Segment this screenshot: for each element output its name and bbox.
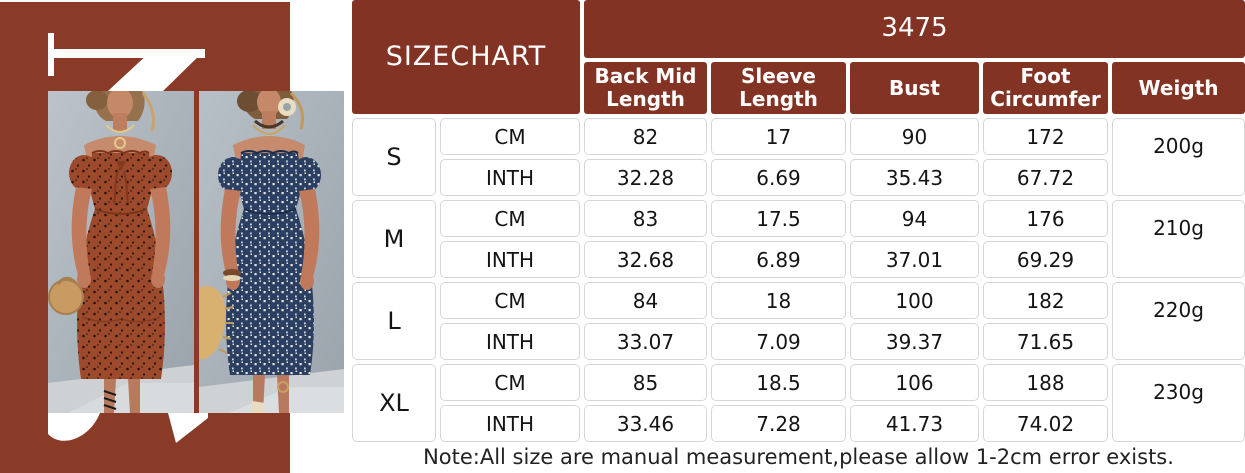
measurement-note: Note:All size are manual measurement,ple… bbox=[423, 445, 1174, 469]
value-cell: 82 bbox=[584, 118, 707, 155]
product-photo-rust-dress bbox=[48, 91, 194, 413]
sizechart-title-label: SIZECHART bbox=[385, 41, 547, 73]
value-cell: 85 bbox=[584, 364, 707, 401]
value-cell: 100 bbox=[850, 282, 979, 319]
size-label-l: L bbox=[352, 282, 436, 360]
value-cell: 6.89 bbox=[711, 241, 846, 278]
value-cell: 176 bbox=[983, 200, 1108, 237]
value-cell: 17.5 bbox=[711, 200, 846, 237]
value-cell: 33.07 bbox=[584, 323, 707, 360]
unit-label-inth: INTH bbox=[440, 405, 580, 442]
value-cell: 83 bbox=[584, 200, 707, 237]
value-cell: 69.29 bbox=[983, 241, 1108, 278]
product-photo-navy-dress bbox=[199, 91, 344, 413]
value-cell: 74.02 bbox=[983, 405, 1108, 442]
size-label-m: M bbox=[352, 200, 436, 278]
value-cell: 39.37 bbox=[850, 323, 979, 360]
column-header-back-mid-length: Back Mid Length bbox=[584, 62, 707, 114]
value-cell: 32.28 bbox=[584, 159, 707, 196]
value-cell: 188 bbox=[983, 364, 1108, 401]
product-code-label: 3475 bbox=[881, 13, 948, 44]
size-label-xl: XL bbox=[352, 364, 436, 442]
value-cell: 32.68 bbox=[584, 241, 707, 278]
value-cell: 7.09 bbox=[711, 323, 846, 360]
value-cell: 90 bbox=[850, 118, 979, 155]
value-cell: 37.01 bbox=[850, 241, 979, 278]
unit-label-cm: CM bbox=[440, 282, 580, 319]
value-cell: 84 bbox=[584, 282, 707, 319]
value-cell: 71.65 bbox=[983, 323, 1108, 360]
value-cell: 41.73 bbox=[850, 405, 979, 442]
weight-value-l: 220g bbox=[1112, 282, 1245, 360]
weight-value-s: 200g bbox=[1112, 118, 1245, 196]
weight-value-m: 210g bbox=[1112, 200, 1245, 278]
unit-label-cm: CM bbox=[440, 200, 580, 237]
value-cell: 33.46 bbox=[584, 405, 707, 442]
value-cell: 7.28 bbox=[711, 405, 846, 442]
unit-label-cm: CM bbox=[440, 364, 580, 401]
value-cell: 94 bbox=[850, 200, 979, 237]
unit-label-inth: INTH bbox=[440, 241, 580, 278]
value-cell: 18.5 bbox=[711, 364, 846, 401]
size-label-s: S bbox=[352, 118, 436, 196]
value-cell: 182 bbox=[983, 282, 1108, 319]
value-cell: 172 bbox=[983, 118, 1108, 155]
value-cell: 17 bbox=[711, 118, 846, 155]
value-cell: 106 bbox=[850, 364, 979, 401]
unit-label-cm: CM bbox=[440, 118, 580, 155]
value-cell: 6.69 bbox=[711, 159, 846, 196]
value-cell: 35.43 bbox=[850, 159, 979, 196]
column-header-sleeve-length: Sleeve Length bbox=[711, 62, 846, 114]
unit-label-inth: INTH bbox=[440, 323, 580, 360]
column-header-bust: Bust bbox=[850, 62, 979, 114]
sizechart-title: SIZECHART bbox=[352, 0, 580, 114]
unit-label-inth: INTH bbox=[440, 159, 580, 196]
value-cell: 67.72 bbox=[983, 159, 1108, 196]
column-header-foot-circumfer: Foot Circumfer bbox=[983, 62, 1108, 114]
size-chart-table: SIZECHART 3475 Back Mid Length Sleeve Le… bbox=[352, 0, 1245, 442]
value-cell: 18 bbox=[711, 282, 846, 319]
product-code: 3475 bbox=[584, 0, 1245, 58]
weight-value-xl: 230g bbox=[1112, 364, 1245, 442]
column-header-weight: Weigth bbox=[1112, 62, 1245, 114]
